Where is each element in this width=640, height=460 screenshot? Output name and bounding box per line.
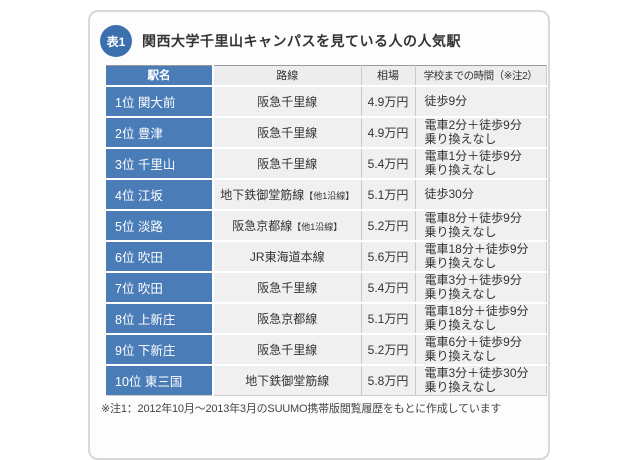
cell-rank-station: 8位 上新庄 [106,301,213,334]
table-card: 表1 関西大学千里山キャンパスを見ている人の人気駅 駅名 路線 相場 学校までの時間（… [88,10,550,460]
cell-line-note: 【他1沿線】 [292,221,343,232]
cell-price: 5.6万円 [360,239,415,272]
cell-price: 5.4万円 [360,270,415,303]
table-number-badge: 表1 [100,25,132,57]
table-row: 8位 上新庄 阪急京都線 5.1万円 電車18分＋徒歩9分 乗り換えなし [106,301,546,334]
cell-line: 阪急千里線 [212,146,361,179]
footnote: ※注1：2012年10月～2013年3月のSUUMO携帯版閲覧履歴をもとに作成し… [101,403,502,415]
cell-rank-station: 4位 江坂 [106,177,213,210]
cell-time: 電車8分＋徒歩9分 乗り換えなし [414,208,546,241]
cell-price: 5.1万円 [360,177,415,210]
cell-rank-station: 5位 淡路 [106,208,213,241]
cell-rank-station: 7位 吹田 [106,270,213,303]
cell-price: 5.1万円 [360,301,415,334]
cell-time: 徒歩9分 [414,84,546,117]
cell-rank-station: 10位 東三国 [106,363,213,396]
table-body: 1位 関大前 阪急千里線 4.9万円 徒歩9分 2位 豊津 阪急千里線 4.9万円 電車2分＋… [106,84,546,396]
col-header-line: 路線 [212,65,361,86]
table-row: 5位 淡路 阪急京都線【他1沿線】 5.2万円 電車8分＋徒歩9分 乗り換えなし [106,208,546,241]
table-head: 駅名 路線 相場 学校までの時間（※注2） [106,65,546,86]
table-title: 関西大学千里山キャンパスを見ている人の人気駅 [142,33,461,49]
ranking-table: 駅名 路線 相場 学校までの時間（※注2） 1位 関大前 阪急千里線 4.9万円 徒歩9分 2… [106,65,547,396]
cell-rank-station: 1位 関大前 [106,84,213,117]
cell-time: 電車3分＋徒歩9分 乗り換えなし [414,270,546,303]
table-header: 表1 関西大学千里山キャンパスを見ている人の人気駅 [100,25,548,57]
cell-price: 5.2万円 [360,208,415,241]
cell-time: 電車18分＋徒歩9分 乗り換えなし [414,239,546,272]
cell-price: 5.4万円 [360,146,415,179]
cell-time: 電車18分＋徒歩9分 乗り換えなし [414,301,546,334]
cell-rank-station: 6位 吹田 [106,239,213,272]
cell-time: 電車2分＋徒歩9分 乗り換えなし [414,115,546,148]
cell-time: 電車3分＋徒歩30分 乗り換えなし [414,363,546,396]
cell-line-note: 【他1沿線】 [304,190,355,201]
cell-price: 5.2万円 [360,332,415,365]
table-row: 7位 吹田 阪急千里線 5.4万円 電車3分＋徒歩9分 乗り換えなし [106,270,546,303]
cell-price: 4.9万円 [360,84,415,117]
cell-time: 電車1分＋徒歩9分 乗り換えなし [414,146,546,179]
table-row: 2位 豊津 阪急千里線 4.9万円 電車2分＋徒歩9分 乗り換えなし [106,115,546,148]
cell-price: 5.8万円 [360,363,415,396]
col-header-station: 駅名 [106,65,213,86]
cell-line: 地下鉄御堂筋線【他1沿線】 [212,177,361,210]
table-row: 9位 下新庄 阪急千里線 5.2万円 電車6分＋徒歩9分 乗り換えなし [106,332,546,365]
cell-line: 阪急千里線 [212,270,361,303]
cell-line: 阪急京都線【他1沿線】 [212,208,361,241]
cell-line: JR東海道本線 [212,239,361,272]
cell-line: 地下鉄御堂筋線 [212,363,361,396]
cell-rank-station: 3位 千里山 [106,146,213,179]
header-row: 駅名 路線 相場 学校までの時間（※注2） [106,65,546,86]
cell-price: 4.9万円 [360,115,415,148]
col-header-time: 学校までの時間（※注2） [414,65,546,86]
cell-line: 阪急千里線 [212,84,361,117]
cell-time: 徒歩30分 [414,177,546,210]
cell-line: 阪急千里線 [212,115,361,148]
cell-rank-station: 9位 下新庄 [106,332,213,365]
table-row: 3位 千里山 阪急千里線 5.4万円 電車1分＋徒歩9分 乗り換えなし [106,146,546,179]
table-row: 1位 関大前 阪急千里線 4.9万円 徒歩9分 [106,84,546,117]
cell-time: 電車6分＋徒歩9分 乗り換えなし [414,332,546,365]
cell-line: 阪急京都線 [212,301,361,334]
cell-line: 阪急千里線 [212,332,361,365]
table-row: 4位 江坂 地下鉄御堂筋線【他1沿線】 5.1万円 徒歩30分 [106,177,546,210]
col-header-price: 相場 [360,65,415,86]
cell-rank-station: 2位 豊津 [106,115,213,148]
table-row: 6位 吹田 JR東海道本線 5.6万円 電車18分＋徒歩9分 乗り換えなし [106,239,546,272]
table-row: 10位 東三国 地下鉄御堂筋線 5.8万円 電車3分＋徒歩30分 乗り換えなし [106,363,546,396]
